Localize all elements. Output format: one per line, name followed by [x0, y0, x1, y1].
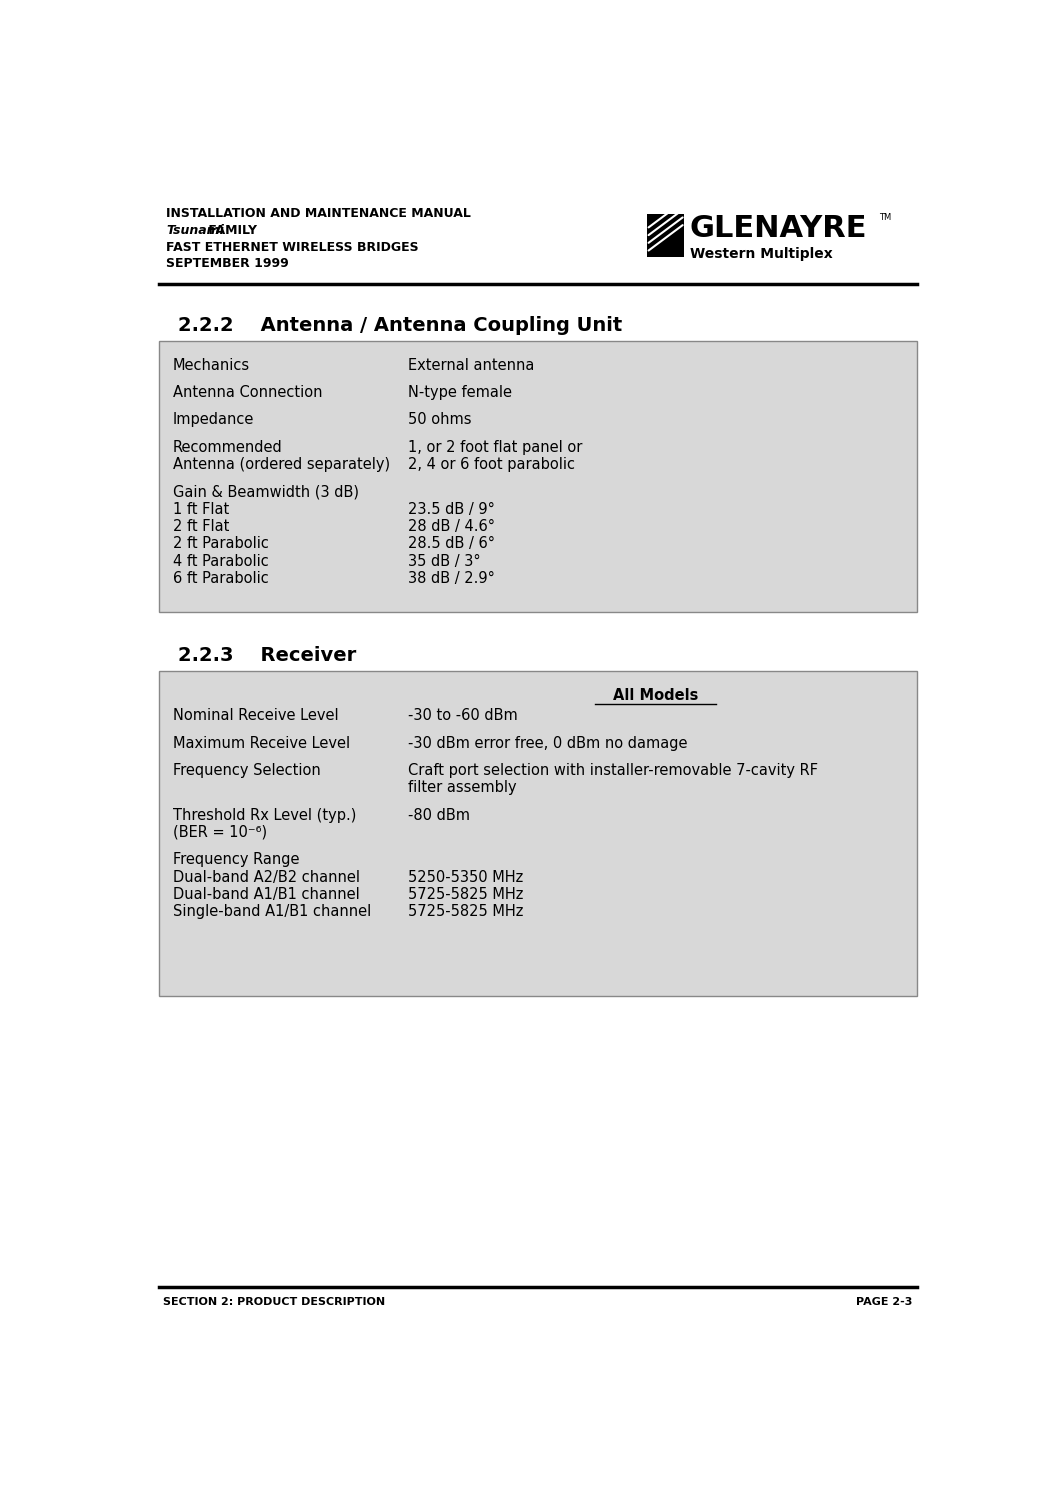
- Text: Gain & Beamwidth (3 dB): Gain & Beamwidth (3 dB): [173, 485, 359, 499]
- Text: Dual-band A2/B2 channel: Dual-band A2/B2 channel: [173, 869, 360, 884]
- Text: -30 to -60 dBm: -30 to -60 dBm: [408, 708, 517, 723]
- Text: Maximum Receive Level: Maximum Receive Level: [173, 735, 350, 750]
- Text: 2 ft Parabolic: 2 ft Parabolic: [173, 537, 269, 552]
- Text: N-type female: N-type female: [408, 385, 512, 400]
- Text: 50 ohms: 50 ohms: [408, 412, 471, 428]
- Text: PAGE 2-3: PAGE 2-3: [856, 1297, 913, 1308]
- Text: -80 dBm: -80 dBm: [408, 808, 470, 823]
- Text: Tsunami: Tsunami: [166, 224, 224, 237]
- Text: Impedance: Impedance: [173, 412, 254, 428]
- Text: 35 dB / 3°: 35 dB / 3°: [408, 553, 480, 568]
- Text: FAMILY: FAMILY: [203, 224, 257, 237]
- Text: Antenna Connection: Antenna Connection: [173, 385, 322, 400]
- Text: 5250-5350 MHz: 5250-5350 MHz: [408, 869, 523, 884]
- Text: TM: TM: [879, 213, 892, 222]
- Text: GLENAYRE: GLENAYRE: [690, 215, 867, 243]
- Text: All Models: All Models: [613, 687, 698, 702]
- Text: 23.5 dB / 9°: 23.5 dB / 9°: [408, 501, 495, 516]
- FancyBboxPatch shape: [159, 671, 917, 996]
- Text: filter assembly: filter assembly: [408, 780, 516, 795]
- Text: 38 dB / 2.9°: 38 dB / 2.9°: [408, 571, 495, 586]
- Text: 2, 4 or 6 foot parabolic: 2, 4 or 6 foot parabolic: [408, 456, 575, 471]
- Text: 1 ft Flat: 1 ft Flat: [173, 501, 229, 516]
- Text: Frequency Range: Frequency Range: [173, 853, 299, 868]
- Text: FAST ETHERNET WIRELESS BRIDGES: FAST ETHERNET WIRELESS BRIDGES: [166, 240, 419, 253]
- Text: Single-band A1/B1 channel: Single-band A1/B1 channel: [173, 904, 371, 920]
- Text: Mechanics: Mechanics: [173, 358, 250, 373]
- Text: SEPTEMBER 1999: SEPTEMBER 1999: [166, 258, 290, 270]
- Text: External antenna: External antenna: [408, 358, 534, 373]
- Text: SECTION 2: PRODUCT DESCRIPTION: SECTION 2: PRODUCT DESCRIPTION: [162, 1297, 384, 1308]
- Text: 2.2.2    Antenna / Antenna Coupling Unit: 2.2.2 Antenna / Antenna Coupling Unit: [178, 316, 622, 335]
- Text: 28 dB / 4.6°: 28 dB / 4.6°: [408, 519, 495, 534]
- FancyBboxPatch shape: [159, 340, 917, 611]
- Text: Threshold Rx Level (typ.): Threshold Rx Level (typ.): [173, 808, 356, 823]
- Text: Nominal Receive Level: Nominal Receive Level: [173, 708, 338, 723]
- FancyBboxPatch shape: [647, 215, 684, 256]
- Text: 28.5 dB / 6°: 28.5 dB / 6°: [408, 537, 495, 552]
- Text: 2 ft Flat: 2 ft Flat: [173, 519, 230, 534]
- Text: Dual-band A1/B1 channel: Dual-band A1/B1 channel: [173, 887, 359, 902]
- Text: 1, or 2 foot flat panel or: 1, or 2 foot flat panel or: [408, 440, 582, 455]
- Text: INSTALLATION AND MAINTENANCE MANUAL: INSTALLATION AND MAINTENANCE MANUAL: [166, 207, 472, 219]
- Text: Antenna (ordered separately): Antenna (ordered separately): [173, 456, 390, 471]
- Text: 4 ft Parabolic: 4 ft Parabolic: [173, 553, 269, 568]
- Text: 6 ft Parabolic: 6 ft Parabolic: [173, 571, 269, 586]
- Text: 5725-5825 MHz: 5725-5825 MHz: [408, 904, 523, 920]
- Text: 2.2.3    Receiver: 2.2.3 Receiver: [178, 646, 356, 665]
- Text: Recommended: Recommended: [173, 440, 282, 455]
- Text: -30 dBm error free, 0 dBm no damage: -30 dBm error free, 0 dBm no damage: [408, 735, 688, 750]
- Text: Craft port selection with installer-removable 7-cavity RF: Craft port selection with installer-remo…: [408, 763, 818, 778]
- Text: 5725-5825 MHz: 5725-5825 MHz: [408, 887, 523, 902]
- Text: Frequency Selection: Frequency Selection: [173, 763, 320, 778]
- Text: (BER = 10⁻⁶): (BER = 10⁻⁶): [173, 825, 266, 839]
- Text: Western Multiplex: Western Multiplex: [690, 246, 832, 261]
